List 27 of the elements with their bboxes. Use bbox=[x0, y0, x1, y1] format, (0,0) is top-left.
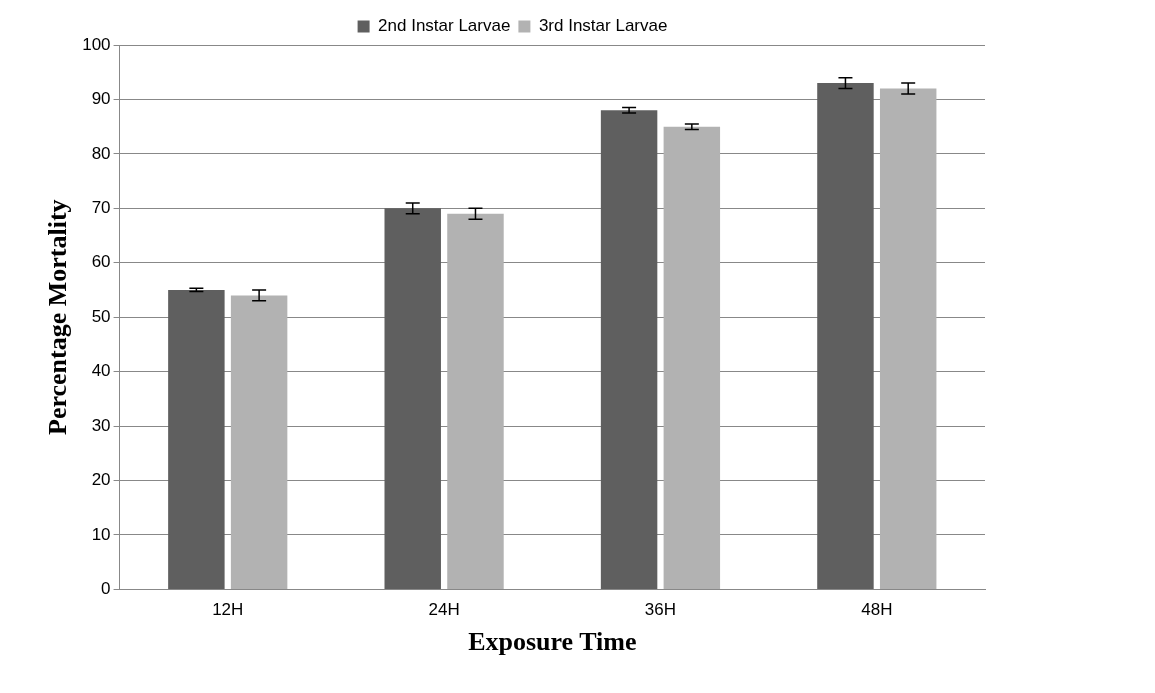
y-tick-label: 90 bbox=[91, 89, 111, 109]
x-tick-label: 48H bbox=[861, 600, 893, 620]
y-tick-label: 70 bbox=[91, 198, 111, 218]
y-tick-label: 10 bbox=[91, 524, 111, 544]
y-tick-label: 40 bbox=[91, 361, 111, 381]
x-tick-label: 36H bbox=[644, 600, 677, 620]
y-tick-label: 60 bbox=[91, 252, 111, 272]
bar bbox=[600, 110, 658, 589]
x-tick-label: 12H bbox=[212, 600, 244, 620]
y-tick-label: 100 bbox=[82, 34, 111, 54]
legend-label: 3rd Instar Larvae bbox=[538, 16, 668, 36]
y-axis-title: Percentage Mortality bbox=[43, 199, 73, 435]
legend-label: 2nd Instar Larvae bbox=[378, 16, 511, 36]
bar bbox=[168, 289, 225, 589]
bar bbox=[879, 88, 937, 589]
x-tick-label: 24H bbox=[428, 600, 460, 620]
y-tick-label: 50 bbox=[91, 306, 111, 326]
y-tick-label: 20 bbox=[91, 470, 111, 490]
bar bbox=[384, 208, 441, 589]
y-tick-label: 0 bbox=[101, 579, 111, 599]
y-tick-label: 80 bbox=[91, 143, 111, 163]
bar bbox=[230, 295, 288, 589]
bar bbox=[663, 126, 721, 589]
bar bbox=[447, 213, 504, 589]
x-axis-title: Exposure Time bbox=[468, 627, 637, 657]
bar bbox=[817, 83, 874, 589]
y-tick-label: 30 bbox=[91, 415, 111, 435]
